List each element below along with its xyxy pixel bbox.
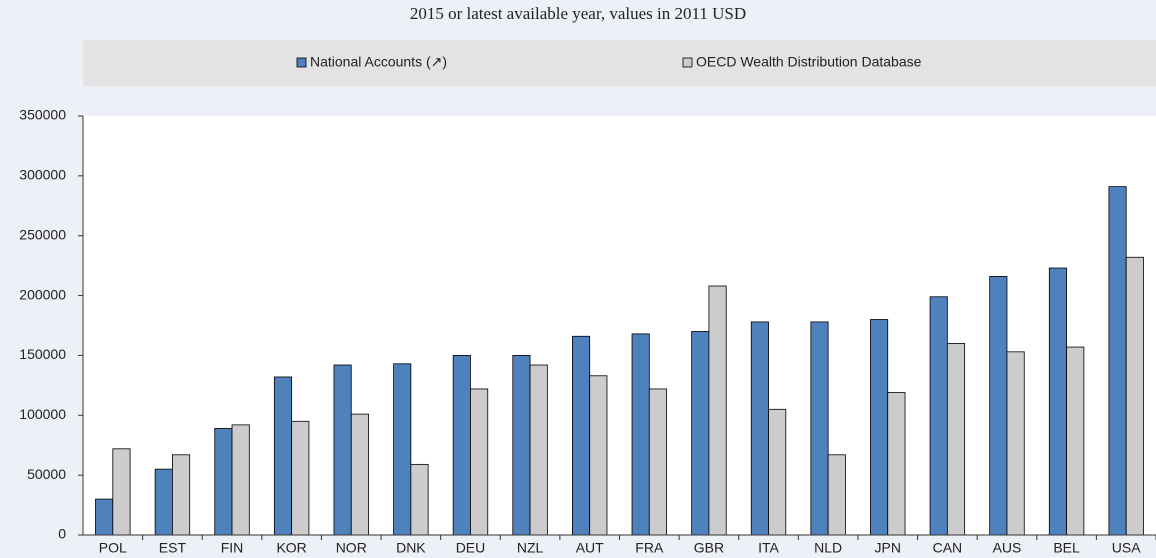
legend-swatch (682, 57, 693, 68)
bar (95, 498, 114, 536)
bar (214, 428, 233, 536)
legend-swatch (296, 57, 307, 68)
y-tick-label: 300000 (19, 167, 66, 183)
y-tick-label: 350000 (19, 107, 66, 123)
bar (1048, 267, 1067, 536)
bar (172, 454, 191, 536)
bar (350, 413, 369, 536)
bar (1125, 256, 1144, 536)
bar (750, 321, 769, 536)
bar (273, 376, 293, 536)
x-tick-label: AUT (576, 540, 604, 556)
bar (827, 454, 846, 536)
y-tick-label: 0 (58, 526, 66, 542)
bar (231, 424, 250, 536)
x-tick-label: BEL (1053, 540, 1080, 556)
bar (708, 285, 727, 536)
legend-label: OECD Wealth Distribution Database (696, 54, 922, 70)
bar (572, 335, 591, 536)
y-tick-label: 200000 (19, 286, 66, 302)
bar (333, 364, 352, 536)
bar (1066, 346, 1085, 536)
bar (929, 296, 948, 536)
x-tick-label: NZL (517, 540, 544, 556)
bar (512, 355, 531, 536)
x-tick-label: FIN (221, 540, 244, 556)
x-tick-label: POL (99, 540, 127, 556)
x-tick-label: NLD (814, 540, 842, 556)
x-tick-label: AUS (993, 540, 1022, 556)
x-tick-label: CAN (933, 540, 963, 556)
bar (768, 408, 787, 536)
bar (393, 363, 412, 536)
x-tick-label: USA (1112, 540, 1141, 556)
x-tick-label: FRA (635, 540, 664, 556)
bar (529, 364, 548, 536)
x-tick-label: DEU (456, 540, 486, 556)
bar (470, 388, 489, 536)
x-tick-label: EST (159, 540, 187, 556)
bar (410, 463, 429, 536)
y-tick-label: 100000 (19, 406, 66, 422)
legend-label: National Accounts (↗) (310, 54, 447, 70)
legend-band (83, 40, 1156, 86)
chart-subtitle: 2015 or latest available year, values in… (410, 4, 746, 23)
bar (112, 448, 131, 536)
y-tick-label: 50000 (27, 466, 66, 482)
bar (989, 276, 1008, 536)
x-tick-label: KOR (276, 540, 306, 556)
x-tick-label: NOR (336, 540, 367, 556)
x-tick-label: JPN (875, 540, 901, 556)
y-tick-label: 150000 (19, 346, 66, 362)
plot-area (83, 116, 1156, 535)
bar (946, 343, 966, 536)
bar (452, 355, 471, 536)
bar (291, 420, 310, 536)
bar (154, 468, 173, 536)
x-tick-label: ITA (758, 540, 779, 556)
x-tick-label: GBR (694, 540, 724, 556)
bar (810, 321, 829, 536)
bar (1108, 186, 1127, 536)
bar (870, 319, 889, 536)
bar (631, 333, 650, 536)
bar (887, 392, 906, 536)
x-tick-label: DNK (396, 540, 426, 556)
bar (1006, 351, 1025, 536)
bar (648, 388, 667, 536)
bar (691, 331, 710, 536)
bar (589, 375, 608, 536)
y-tick-label: 250000 (19, 226, 66, 242)
